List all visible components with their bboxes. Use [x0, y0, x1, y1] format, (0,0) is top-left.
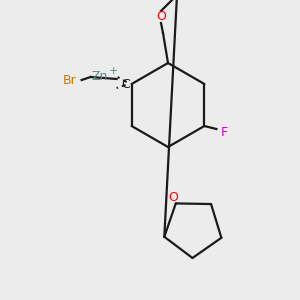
- Text: O: O: [168, 191, 178, 204]
- Text: C: C: [121, 77, 130, 91]
- Text: Br: Br: [63, 74, 76, 86]
- Text: O: O: [156, 11, 166, 23]
- Text: F: F: [221, 125, 228, 139]
- Text: +: +: [109, 66, 118, 76]
- Text: Zn: Zn: [92, 70, 108, 83]
